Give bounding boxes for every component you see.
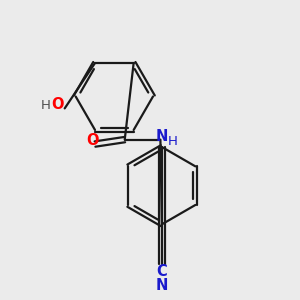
Text: H: H bbox=[168, 135, 178, 148]
Text: H: H bbox=[41, 99, 51, 112]
Text: O: O bbox=[86, 133, 98, 148]
Text: N: N bbox=[156, 278, 168, 293]
Text: O: O bbox=[52, 97, 64, 112]
Text: C: C bbox=[157, 264, 167, 279]
Text: N: N bbox=[156, 129, 168, 144]
